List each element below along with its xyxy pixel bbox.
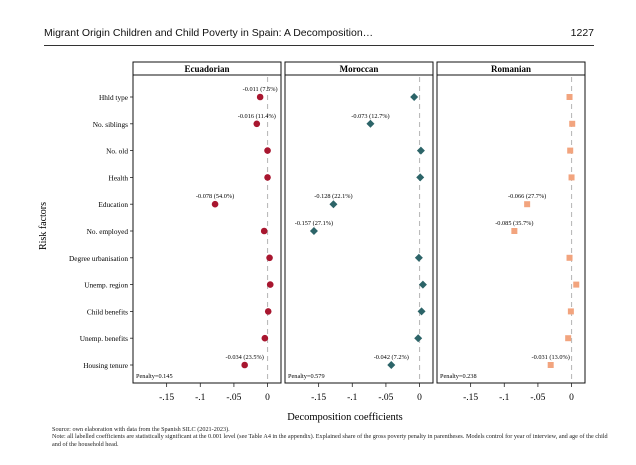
category-label: Hhld type [99, 93, 128, 102]
penalty-label: Penalty=0.238 [440, 373, 477, 380]
panel-title: Ecuadorian [184, 64, 229, 74]
data-point [416, 173, 425, 182]
panel-title: Romanian [491, 64, 531, 74]
x-tick-label: 0 [569, 393, 574, 403]
data-point [547, 362, 554, 368]
category-label: Housing tenure [83, 361, 128, 370]
data-label: -0.011 (7.5%) [243, 86, 278, 93]
penalty-label: Penalty=0.579 [288, 373, 325, 380]
data-point [573, 281, 580, 288]
category-label: No. siblings [93, 120, 128, 129]
figure-notes: Source: own elaboration with data from t… [52, 426, 612, 448]
data-label: -0.085 (35.7%) [495, 220, 533, 227]
x-axis-title: Decomposition coefficients [287, 412, 403, 423]
data-point [366, 119, 375, 128]
data-point [511, 228, 518, 234]
category-label: Education [98, 200, 128, 209]
data-label: -0.078 (54.0%) [196, 193, 234, 200]
panel-frame [436, 74, 586, 384]
data-point [417, 307, 426, 316]
x-tick-label: -.1 [195, 393, 206, 403]
page-header: Migrant Origin Children and Child Povert… [44, 27, 594, 43]
panel-moroccan: Moroccan -.15 -.1 -.05 0 Penalty=0.579 -0.073 … [284, 61, 434, 403]
data-label: -0.066 (27.7%) [508, 193, 546, 200]
data-label: -0.073 (12.7%) [351, 113, 389, 120]
data-label: -0.031 (13.0%) [532, 354, 570, 361]
x-tick-label: -.05 [226, 393, 241, 403]
data-point [416, 146, 425, 155]
running-title: Migrant Origin Children and Child Povert… [44, 27, 374, 39]
x-tick-label: -.1 [347, 393, 358, 403]
panel-frame [284, 74, 434, 384]
data-point [565, 335, 572, 342]
data-point [241, 361, 248, 369]
category-label: Child benefits [87, 307, 128, 316]
panel-romanian: Romanian -.15 -.1 -.05 0 Penalty=0.238 -0.066 … [436, 61, 586, 403]
data-label: -0.128 (22.1%) [314, 193, 352, 200]
data-point [266, 254, 273, 262]
data-point [260, 227, 268, 235]
data-point [566, 94, 573, 100]
penalty-label: Penalty=0.145 [136, 373, 173, 380]
category-label: No. old [106, 147, 128, 156]
x-tick-label: -.15 [311, 393, 326, 403]
data-point [569, 120, 576, 127]
source-note: Source: own elaboration with data from t… [52, 426, 230, 433]
x-tick-label: -.15 [159, 393, 174, 403]
data-label: -0.016 (11.4%) [238, 113, 276, 120]
x-tick-label: 0 [265, 393, 270, 403]
data-point [567, 147, 574, 154]
significance-note: Note: all labelled coefficients are stat… [52, 433, 608, 448]
data-point [264, 308, 272, 315]
data-point [418, 280, 427, 289]
x-tick-label: -.05 [378, 393, 393, 403]
data-point [524, 201, 531, 208]
x-tick-label: -.05 [530, 393, 545, 403]
data-point [253, 120, 261, 128]
x-tick-label: -.1 [499, 393, 510, 403]
x-tick-label: 0 [417, 393, 422, 403]
data-label: -0.157 (27.1%) [295, 220, 333, 227]
page-number: 1227 [570, 27, 594, 39]
category-label: No. employed [87, 227, 129, 236]
data-point [256, 93, 264, 101]
data-point [329, 200, 338, 209]
data-point [567, 308, 574, 315]
data-point [387, 361, 396, 369]
data-point [211, 200, 219, 208]
data-point [414, 334, 423, 343]
data-point [566, 254, 573, 261]
y-axis-title: Risk factors [38, 202, 49, 250]
category-label: Unemp. region [84, 281, 128, 290]
data-point [309, 227, 318, 235]
panel-title: Moroccan [340, 64, 379, 74]
data-point [568, 174, 575, 181]
data-label: -0.034 (23.5%) [226, 354, 264, 361]
x-tick-label: -.15 [463, 393, 478, 403]
data-point [261, 334, 269, 342]
data-point [266, 281, 274, 288]
data-label: -0.042 (7.2%) [374, 354, 409, 361]
data-point [414, 253, 423, 262]
header-rule [44, 45, 594, 46]
data-point [264, 147, 271, 154]
data-point [264, 174, 271, 181]
panel-ecuadorian: Ecuadorian -.15 -.1 -.05 0 Penalty=0.145 -0.01… [132, 61, 282, 403]
data-point [410, 93, 419, 101]
category-label: Degree urbanisation [69, 254, 128, 263]
category-label: Unemp. benefits [80, 334, 128, 343]
category-label: Health [109, 173, 129, 182]
